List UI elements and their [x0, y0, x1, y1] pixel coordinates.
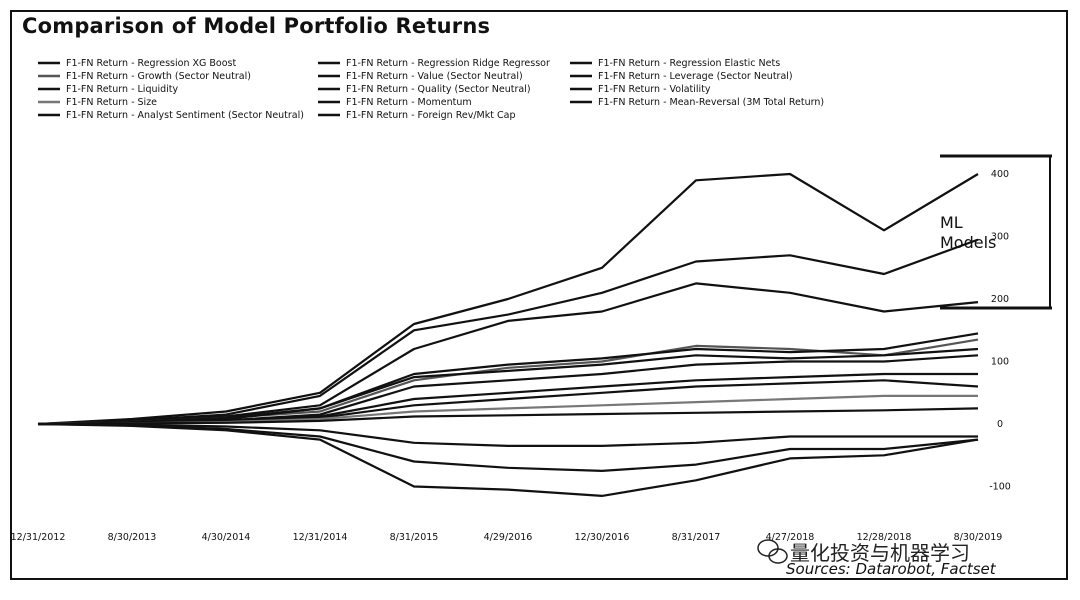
legend-entry: F1-FN Return - Regression XG Boost	[66, 58, 236, 69]
ml-models-annotation: ML Models	[940, 154, 1052, 310]
x-tick-label: 8/31/2017	[672, 532, 721, 543]
y-tick-label: 400	[991, 169, 1009, 180]
legend-entry: F1-FN Return - Analyst Sentiment (Sector…	[66, 110, 304, 121]
series-line	[37, 407, 979, 426]
series-line	[37, 282, 979, 426]
legend-entry: F1-FN Return - Regression Elastic Nets	[598, 58, 780, 69]
legend-entry: F1-FN Return - Liquidity	[66, 84, 179, 95]
legend-entry: F1-FN Return - Momentum	[346, 97, 472, 108]
x-axis: 12/31/2012 8/30/2013 4/30/2014 12/31/2014 8/…	[11, 532, 1003, 543]
y-tick-label: 300	[991, 232, 1009, 243]
x-tick-label: 8/30/2013	[108, 532, 157, 543]
source-text: Sources: Datarobot, Factset	[786, 560, 997, 578]
series-line	[37, 422, 979, 472]
series-line	[37, 422, 978, 447]
legend-entry: F1-FN Return - Value (Sector Neutral)	[346, 71, 523, 82]
series-lines	[37, 172, 979, 497]
footer: 量化投资与机器学习 Sources: Datarobot, Factset	[757, 539, 997, 578]
series-line	[37, 347, 979, 426]
x-tick-label: 12/28/2018	[857, 532, 912, 543]
legend-entry: F1-FN Return - Regression Ridge Regresso…	[346, 58, 550, 69]
annotation-text-models: Models	[940, 233, 996, 252]
legend-entry: F1-FN Return - Size	[66, 97, 157, 108]
series-line	[37, 422, 979, 497]
series-line	[37, 172, 979, 426]
y-axis: -100 0 100 200 300 400	[989, 169, 1011, 493]
x-tick-label: 4/29/2016	[484, 532, 533, 543]
x-tick-label: 8/31/2015	[390, 532, 439, 543]
legend-entry: F1-FN Return - Quality (Sector Neutral)	[346, 84, 531, 95]
chart-title: Comparison of Model Portfolio Returns	[22, 14, 491, 38]
y-tick-label: 0	[997, 419, 1003, 430]
series-line	[37, 238, 979, 426]
x-tick-label: 4/30/2014	[202, 532, 251, 543]
legend-entry: F1-FN Return - Leverage (Sector Neutral)	[598, 71, 793, 82]
wechat-icon	[757, 539, 788, 564]
x-tick-label: 12/30/2016	[575, 532, 630, 543]
annotation-text-ml: ML	[940, 213, 963, 232]
y-tick-label: -100	[989, 482, 1011, 493]
legend-entry: F1-FN Return - Mean-Reversal (3M Total R…	[598, 97, 824, 108]
legend-entry: F1-FN Return - Volatility	[598, 84, 711, 95]
legend-entry: F1-FN Return - Foreign Rev/Mkt Cap	[346, 110, 515, 121]
x-tick-label: 8/30/2019	[954, 532, 1003, 543]
x-tick-label: 4/27/2018	[766, 532, 815, 543]
legend-entry: F1-FN Return - Growth (Sector Neutral)	[66, 71, 251, 82]
x-tick-label: 12/31/2014	[293, 532, 348, 543]
watermark-text: 量化投资与机器学习	[790, 541, 970, 565]
chart-frame	[10, 10, 1068, 580]
legend: F1-FN Return - Regression XG Boost F1-FN …	[38, 58, 824, 121]
x-tick-label: 12/31/2012	[11, 532, 66, 543]
y-tick-label: 200	[991, 294, 1009, 305]
y-tick-label: 100	[991, 357, 1009, 368]
